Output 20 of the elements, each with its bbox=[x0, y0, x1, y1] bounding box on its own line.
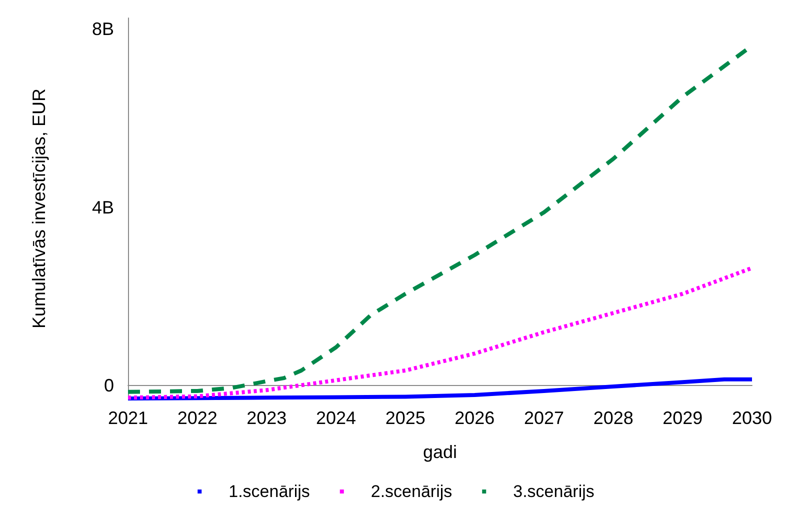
x-tick-label: 2021 bbox=[108, 408, 148, 428]
y-tick-label: 8B bbox=[92, 19, 114, 40]
x-tick-label: 2029 bbox=[662, 408, 703, 428]
line-series bbox=[126, 377, 754, 401]
line-series bbox=[126, 266, 754, 400]
x-tick-label: 2022 bbox=[177, 408, 218, 428]
legend-label: 1.scenārijs bbox=[228, 482, 310, 501]
y-tick-label: 4B bbox=[92, 197, 114, 218]
x-tick-label: 2025 bbox=[385, 408, 426, 428]
x-axis-title: gadi bbox=[422, 442, 458, 462]
x-tick-label: 2027 bbox=[524, 408, 564, 428]
legend-label: 2.scenārijs bbox=[370, 482, 452, 501]
y-tick-label: 0 bbox=[104, 376, 114, 396]
x-tick-label: 2023 bbox=[246, 408, 287, 428]
x-tick-label: 2024 bbox=[316, 408, 356, 428]
x-tick-label: 2030 bbox=[732, 408, 772, 428]
x-tick-label: 2026 bbox=[454, 408, 495, 428]
x-tick-label: 2028 bbox=[593, 408, 634, 428]
legend-label: 3.scenārijs bbox=[513, 482, 594, 501]
y-axis-title: Kumulatīvās investīcijas, EUR bbox=[29, 88, 49, 329]
